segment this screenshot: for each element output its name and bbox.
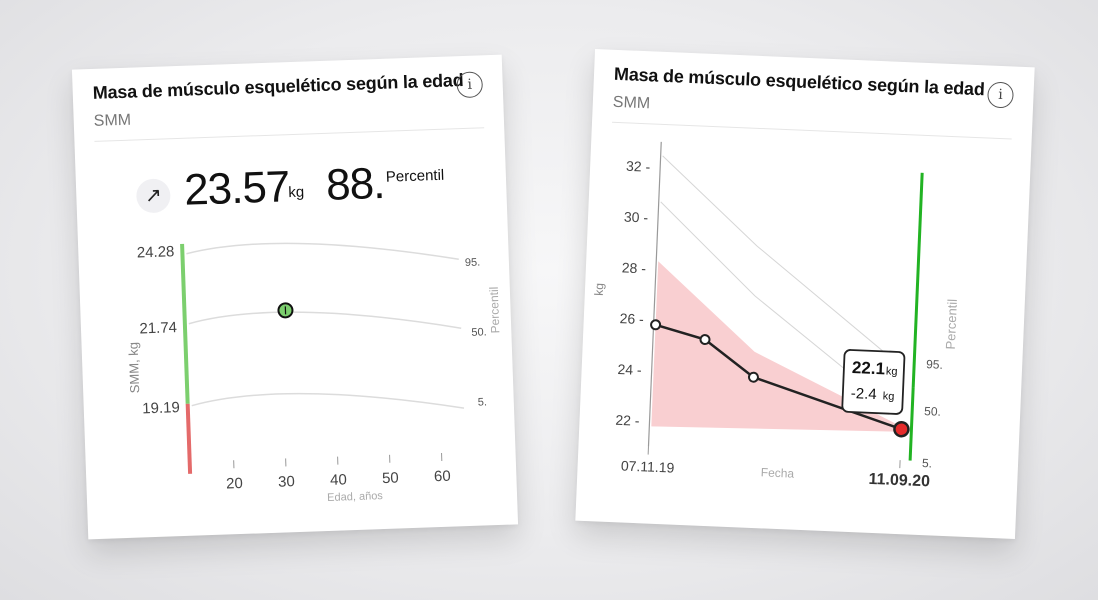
tooltip-delta: -2.4 — [851, 385, 878, 403]
data-point[interactable] — [650, 319, 662, 331]
percentile-curve-95 — [186, 242, 459, 261]
y-axis-label: kg — [592, 283, 607, 296]
percentile-curve-50 — [188, 311, 462, 329]
y-tick: 30 - — [624, 209, 649, 226]
x-tick: 30 — [278, 473, 295, 491]
x-ticks: 20 30 40 50 60 — [226, 452, 451, 493]
x-tick: 50 — [382, 469, 399, 487]
percentile-tick: 5. — [478, 396, 488, 408]
x-tick: 60 — [434, 468, 451, 486]
reference-area — [651, 261, 902, 432]
range-bar-low — [185, 403, 193, 474]
percentile-curve-5 — [191, 392, 465, 409]
right-axis-label: Percentil — [487, 286, 503, 333]
x-tick: 11.09.20 — [868, 471, 930, 491]
percentile-tick: 50. — [471, 326, 487, 339]
y-tick: 26 - — [619, 310, 644, 327]
y-tick: 28 - — [621, 259, 646, 276]
y-tick: 32 - — [626, 158, 651, 175]
y-axis — [647, 141, 662, 447]
right-axis-label: Percentil — [943, 298, 960, 349]
smm-age-card: Masa de músculo esquelético según la eda… — [71, 54, 519, 540]
percentile-tick: 5. — [922, 456, 933, 470]
data-point[interactable] — [699, 334, 711, 346]
y-tick: 24.28 — [137, 243, 175, 261]
tooltip-unit: kg — [886, 365, 898, 377]
percentile-tick: 50. — [924, 404, 941, 419]
y-tick: 24 - — [617, 361, 642, 378]
tooltip-value: 22.1 — [852, 358, 886, 378]
percentile-tick: 95. — [926, 357, 943, 372]
x-tick: 20 — [226, 475, 243, 493]
percentile-guide-95 — [662, 155, 903, 368]
data-point[interactable] — [747, 371, 759, 383]
y-tick: 21.74 — [139, 319, 177, 337]
y-tick: 19.19 — [142, 399, 180, 417]
tooltip-delta-unit: kg — [883, 390, 895, 402]
value-tooltip: 22.1 kg -2.4 kg — [841, 349, 906, 415]
smm-history-card: Masa de músculo esquelético según la eda… — [575, 48, 1035, 540]
range-bar-normal — [180, 243, 190, 404]
series-line — [655, 323, 902, 431]
x-tick: 40 — [330, 471, 347, 489]
x-tick: 07.11.19 — [621, 457, 675, 475]
age-chart: 24.28 21.74 19.19 SMM, kg 95. 50. 5. Per… — [125, 242, 503, 504]
percentile-tick: 95. — [465, 257, 481, 270]
selected-data-point[interactable] — [893, 420, 910, 438]
y-axis-label: SMM, kg — [125, 342, 142, 394]
percentile-bar — [911, 172, 924, 388]
y-tick: 22 - — [615, 412, 640, 429]
x-axis-label: Fecha — [761, 465, 795, 480]
series-points — [650, 319, 910, 438]
x-axis-label: Edad, años — [327, 490, 384, 504]
y-ticks: 32 - 30 - 28 - 26 - 24 - 22 - — [615, 158, 651, 429]
history-chart: 32 - 30 - 28 - 26 - 24 - 22 - kg 95. 50. 5. P… — [592, 141, 960, 491]
